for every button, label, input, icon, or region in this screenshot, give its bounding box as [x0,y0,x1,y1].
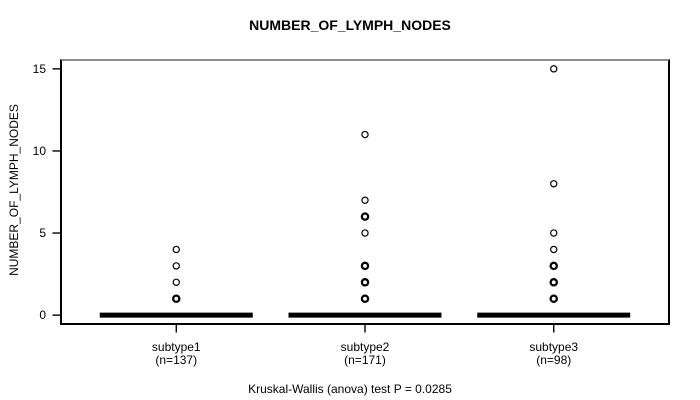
y-tick-label: 5 [39,226,46,241]
data-point [550,180,558,188]
data-point [360,278,370,287]
y-tick-label: 15 [32,61,46,76]
group-n-count: (n=171) [344,353,386,367]
group-n-count: (n=98) [536,353,572,367]
group-name: subtype3 [529,340,579,354]
data-point [172,245,180,254]
group-n-count: (n=137) [155,353,198,367]
data-point [172,262,180,270]
data-point [360,261,370,271]
data-point [172,278,180,287]
group-name: subtype1 [151,340,201,354]
data-point [550,229,558,237]
data-point [549,261,558,271]
y-tick-label: 0 [39,308,46,323]
data-point [361,229,369,237]
x-group-label: subtype3 (n=98) [484,341,624,367]
y-tick-label: 10 [32,143,46,158]
data-point [549,294,558,303]
x-group-label: subtype1 (n=137) [106,341,246,367]
stat-test-annotation: Kruskal-Wallis (anova) test P = 0.0285 [248,382,452,396]
chart-title: NUMBER_OF_LYMPH_NODES [249,17,451,33]
data-point [360,212,370,221]
data-point [549,278,558,287]
data-point [361,196,369,204]
data-point [361,130,369,139]
data-point [550,245,558,254]
data-point [360,294,370,303]
group-name: subtype2 [340,340,390,354]
x-group-label: subtype2 (n=171) [295,341,435,367]
data-point [550,65,558,73]
plot-area-border [60,59,670,325]
data-point [172,294,181,303]
